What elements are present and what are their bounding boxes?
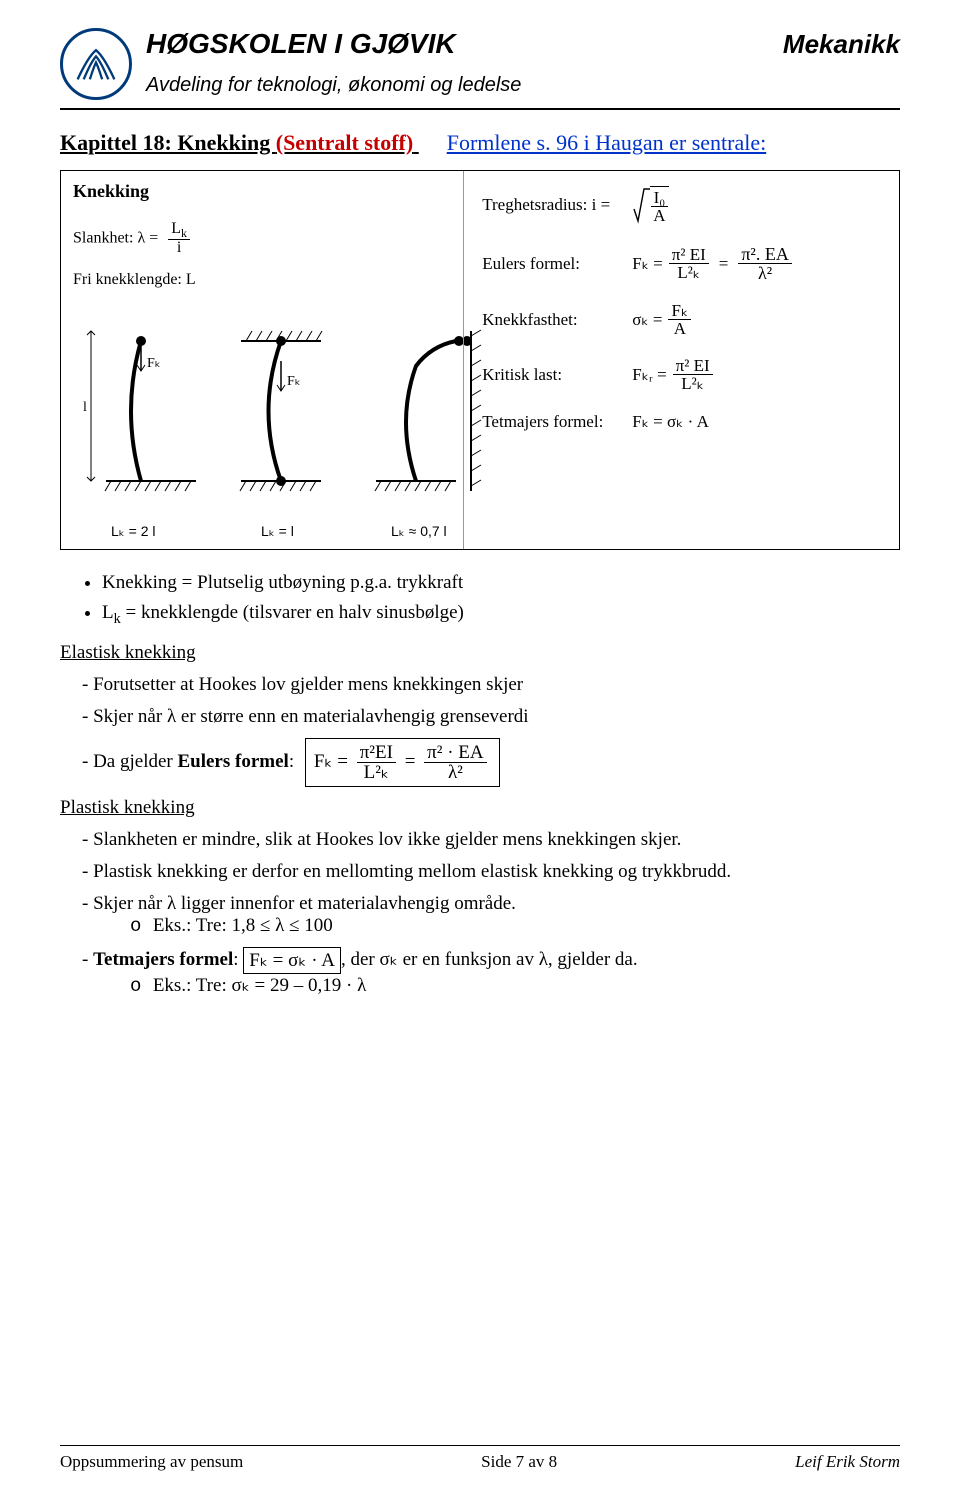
lk-label-2: Lₖ = l bbox=[261, 523, 294, 540]
header-divider bbox=[60, 108, 900, 110]
plastisk-item-4-sub: Eks.: Tre: σₖ = 29 – 0,19 · λ bbox=[130, 974, 900, 997]
intro-bullets: Knekking = Plutselig utbøyning p.g.a. tr… bbox=[102, 572, 900, 628]
treghet-row: Treghetsradius: i = I₀ A bbox=[482, 185, 889, 225]
figure-right-panel: Treghetsradius: i = I₀ A Eulers formel: … bbox=[463, 171, 899, 549]
footer-left: Oppsummering av pensum bbox=[60, 1452, 243, 1472]
column-diagram-2: Fₖ bbox=[221, 311, 341, 511]
chapter-heading: Kapittel 18: Knekking (Sentralt stoff) F… bbox=[60, 130, 900, 156]
plastisk-item-4: Tetmajers formel: Fₖ = σₖ · A, der σₖ er… bbox=[82, 947, 900, 997]
knekkfasthet-row: Knekkfasthet: σₖ = Fₖ A bbox=[482, 302, 889, 337]
elastisk-item-1: Forutsetter at Hookes lov gjelder mens k… bbox=[82, 674, 900, 696]
elastisk-item-3: Da gjelder Eulers formel: Fₖ = π²EI L²ₖ … bbox=[82, 738, 900, 787]
bullet-knekking-def: Knekking = Plutselig utbøyning p.g.a. tr… bbox=[102, 572, 900, 594]
footer-mid: Side 7 av 8 bbox=[481, 1452, 557, 1472]
department-name: Avdeling for teknologi, økonomi og ledel… bbox=[146, 74, 900, 97]
lk-label-3: Lₖ ≈ 0,7 l bbox=[391, 523, 447, 540]
plastisk-item-2: Plastisk knekking er derfor en mellomtin… bbox=[82, 861, 900, 883]
euler-formula-box: Fₖ = π²EI L²ₖ = π² · EA λ² bbox=[305, 738, 500, 787]
kritisk-row: Kritisk last: Fₖᵣ = π² EI L²ₖ bbox=[482, 357, 889, 392]
footer-right: Leif Erik Storm bbox=[795, 1452, 900, 1472]
chapter-link: Formlene s. 96 i Haugan er sentrale: bbox=[447, 130, 767, 155]
figure-left-panel: Knekking Slankhet: λ = Lk i Fri knekklen… bbox=[61, 171, 463, 549]
plastisk-item-3: Skjer når λ ligger innenfor et materiala… bbox=[82, 893, 900, 937]
institution-logo bbox=[60, 28, 132, 100]
lk-label-1: Lₖ = 2 l bbox=[111, 523, 156, 540]
svg-text:Fₖ: Fₖ bbox=[287, 374, 301, 389]
bullet-lk-def: Lk = knekklengde (tilsvarer en halv sinu… bbox=[102, 602, 900, 628]
figure-heading: Knekking bbox=[73, 181, 149, 202]
elastisk-list: Forutsetter at Hookes lov gjelder mens k… bbox=[82, 674, 900, 787]
tetmajer-row: Tetmajers formel: Fₖ = σₖ · A bbox=[482, 412, 889, 432]
institution-name: HØGSKOLEN I GJØVIK bbox=[146, 28, 456, 60]
euler-row: Eulers formel: Fₖ = π² EI L²ₖ = π². EA λ… bbox=[482, 245, 889, 282]
plastisk-item-1: Slankheten er mindre, slik at Hookes lov… bbox=[82, 829, 900, 851]
svg-text:Fₖ: Fₖ bbox=[147, 356, 161, 371]
tetmajer-formula-box: Fₖ = σₖ · A bbox=[243, 947, 341, 974]
slankhet-label: Slankhet: λ = bbox=[73, 229, 158, 246]
plastisk-heading: Plastisk knekking bbox=[60, 797, 900, 819]
handwritten-denominator: λ² bbox=[755, 264, 775, 282]
plastisk-list: Slankheten er mindre, slik at Hookes lov… bbox=[82, 829, 900, 997]
svg-text:l: l bbox=[83, 400, 87, 415]
elastisk-heading: Elastisk knekking bbox=[60, 642, 900, 664]
page-footer: Oppsummering av pensum Side 7 av 8 Leif … bbox=[60, 1445, 900, 1472]
fri-knekklengde: Fri knekklengde: L bbox=[73, 271, 196, 289]
handwritten-numerator: π². EA bbox=[738, 245, 791, 264]
chapter-title-prefix: Kapittel 18: Knekking bbox=[60, 130, 276, 155]
subject-name: Mekanikk bbox=[783, 29, 900, 60]
elastisk-item-2: Skjer når λ er større enn en materialavh… bbox=[82, 706, 900, 728]
plastisk-item-3-sub: Eks.: Tre: 1,8 ≤ λ ≤ 100 bbox=[130, 915, 900, 937]
figure-box: Knekking Slankhet: λ = Lk i Fri knekklen… bbox=[60, 170, 900, 550]
page-header: HØGSKOLEN I GJØVIK Mekanikk Avdeling for… bbox=[60, 28, 900, 100]
chapter-title-red: (Sentralt stoff) bbox=[276, 130, 413, 155]
column-diagram-1: l Fₖ bbox=[81, 311, 201, 511]
slankhet-formula: Slankhet: λ = Lk i bbox=[73, 221, 190, 256]
